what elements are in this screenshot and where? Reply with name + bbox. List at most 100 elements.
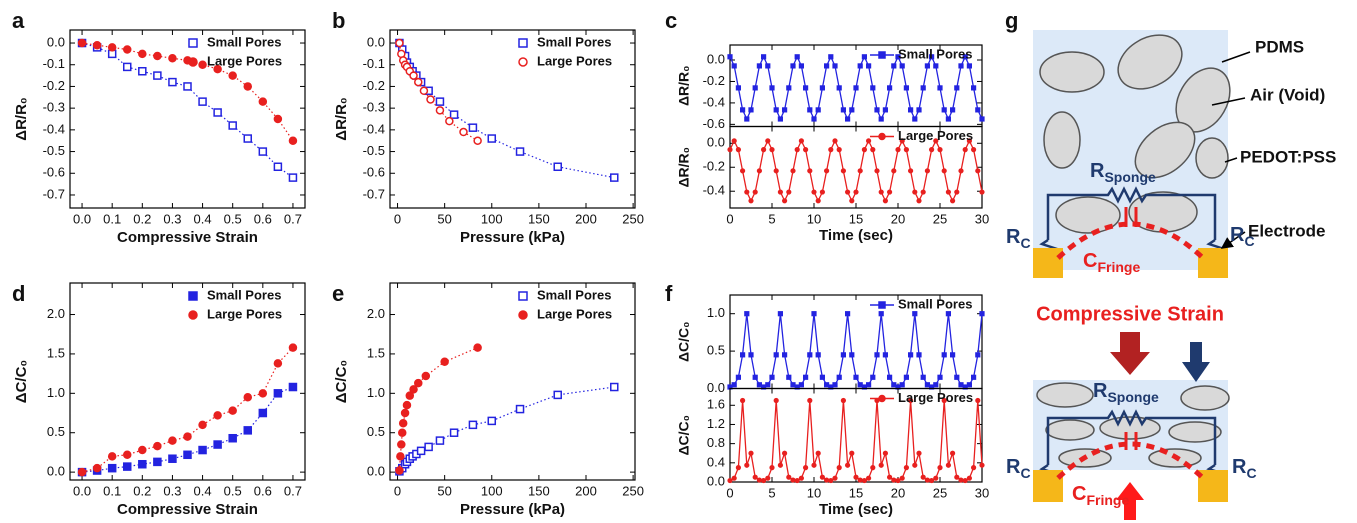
marker [168, 53, 177, 63]
marker [400, 408, 410, 418]
x-tick-label: 5 [768, 211, 775, 226]
x-tick-label: 0.4 [194, 483, 212, 498]
marker [861, 477, 868, 484]
marker [832, 63, 838, 69]
x-tick-label: 0 [726, 211, 733, 226]
marker [962, 477, 968, 484]
marker [912, 311, 918, 317]
marker [748, 198, 754, 204]
legend-label: Small Pores [207, 34, 281, 49]
marker [744, 462, 750, 468]
marker [941, 397, 947, 404]
marker [903, 374, 910, 380]
y-tick-label: 2.0 [47, 306, 65, 321]
marker [760, 477, 767, 484]
marker [153, 441, 162, 451]
x-tick-label: 0.2 [133, 483, 151, 498]
marker [962, 54, 968, 60]
x-tick-label: 25 [933, 485, 947, 500]
marker [107, 452, 117, 461]
plot-frame [389, 282, 636, 481]
y-axis-label: ΔC/C₀ [676, 322, 692, 362]
marker [752, 189, 758, 195]
legend-marker [878, 301, 886, 309]
marker [610, 173, 619, 182]
legend-marker [878, 51, 886, 59]
marker [414, 77, 423, 87]
marker [435, 106, 445, 115]
legend-marker [518, 57, 528, 67]
marker [908, 352, 914, 358]
panel-label: c [665, 8, 677, 33]
marker [962, 147, 968, 153]
marker [744, 189, 750, 195]
x-tick-label: 0 [394, 483, 401, 498]
pointer-arrows [1212, 51, 1251, 248]
marker [765, 138, 771, 144]
y-tick-label: 1.2 [707, 416, 725, 431]
marker [979, 311, 985, 317]
marker [979, 189, 985, 195]
marker [803, 374, 809, 380]
marker [811, 462, 817, 468]
marker [933, 382, 939, 388]
y-tick-label: -0.5 [363, 143, 385, 158]
marker [836, 374, 842, 380]
marker [815, 198, 821, 204]
marker [765, 475, 771, 481]
panel-label: e [332, 281, 344, 306]
marker [975, 352, 981, 358]
void [1055, 196, 1121, 234]
marker [975, 397, 981, 404]
x-tick-label: 200 [575, 211, 597, 226]
marker [782, 352, 788, 358]
marker [777, 116, 784, 122]
marker [440, 357, 449, 367]
press-arrow [1182, 342, 1210, 382]
marker [735, 465, 742, 471]
marker [802, 465, 809, 471]
marker [731, 138, 737, 144]
marker [243, 426, 253, 435]
marker [945, 116, 952, 122]
marker [912, 189, 918, 195]
marker [756, 382, 763, 388]
marker [198, 97, 207, 106]
marker [769, 85, 775, 91]
y-tick-label: -0.6 [43, 165, 65, 180]
marker [907, 397, 914, 404]
marker [979, 462, 985, 468]
y-tick-label: 0.0 [367, 464, 385, 479]
x-tick-label: 0.1 [103, 211, 121, 226]
y-tick-label: -0.2 [43, 78, 65, 93]
legend-marker [518, 291, 528, 301]
capacitor [1124, 207, 1138, 227]
y-axis-label: ΔC/C₀ [333, 360, 350, 403]
marker [405, 391, 415, 400]
marker [740, 107, 746, 113]
void [1180, 385, 1230, 411]
marker [970, 465, 977, 471]
marker [138, 66, 147, 76]
x-tick-label: 0.6 [254, 211, 272, 226]
marker [866, 63, 872, 69]
marker [398, 419, 408, 428]
marker [258, 147, 268, 156]
marker [958, 382, 964, 388]
marker [924, 382, 931, 388]
marker [610, 382, 619, 392]
marker [878, 116, 884, 122]
marker [861, 54, 868, 60]
marker [857, 477, 863, 483]
y-axis-label: ΔR/R₀ [676, 147, 692, 187]
marker [735, 374, 742, 380]
marker [756, 63, 763, 69]
marker [168, 454, 177, 463]
marker [819, 474, 826, 480]
marker [515, 147, 525, 156]
marker [183, 432, 192, 441]
marker [748, 450, 754, 456]
marker [975, 107, 981, 113]
marker [92, 463, 102, 473]
